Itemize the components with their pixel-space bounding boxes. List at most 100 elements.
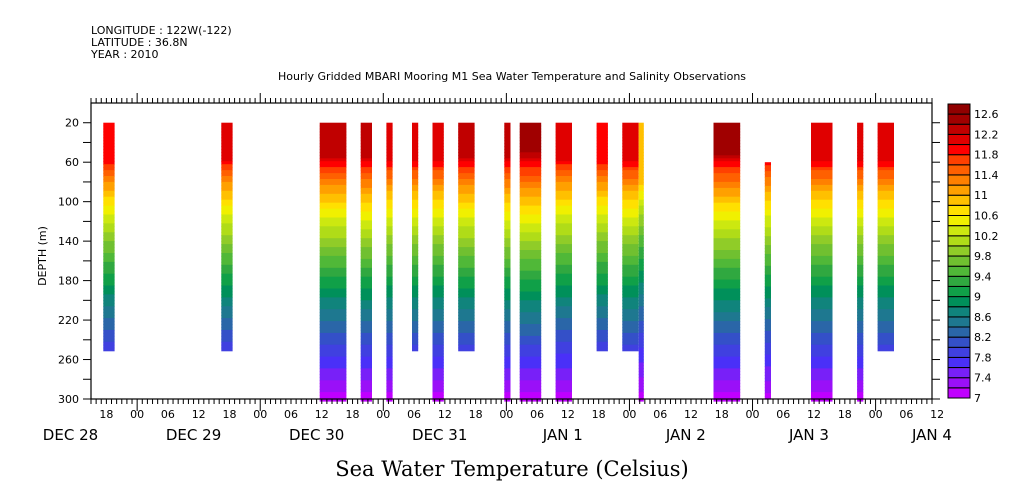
- profile-cell: [412, 173, 419, 177]
- profile-cell: [360, 309, 372, 313]
- profile-cell: [504, 324, 511, 328]
- profile-cell: [555, 235, 572, 239]
- profile-cell: [360, 371, 372, 375]
- profile-cell: [360, 155, 372, 159]
- profile-cell: [386, 247, 393, 251]
- profile-cell: [857, 383, 864, 387]
- profile-cell: [360, 158, 372, 162]
- profile-cell: [504, 380, 511, 384]
- profile-cell: [555, 205, 572, 210]
- profile-cell: [221, 332, 233, 337]
- profile-cell: [386, 294, 393, 298]
- profile-cell: [519, 258, 542, 263]
- profile-cell: [811, 128, 833, 133]
- profile-cell: [360, 226, 372, 230]
- profile-cell: [319, 294, 347, 298]
- profile-cell: [504, 238, 511, 242]
- profile-cell: [764, 236, 771, 240]
- profile-cell: [103, 267, 115, 272]
- profile-cell: [622, 291, 639, 296]
- profile-cell: [555, 196, 572, 201]
- profile-cell: [555, 134, 572, 139]
- profile-cell: [713, 214, 741, 219]
- profile-cell: [857, 214, 864, 219]
- x-tick-label: 12: [315, 408, 329, 421]
- profile-cell: [458, 324, 475, 328]
- profile-cell: [811, 255, 833, 260]
- profile-cell: [596, 279, 608, 284]
- profile-cell: [504, 309, 511, 313]
- profile-cell: [386, 389, 393, 393]
- profile-cell: [638, 131, 644, 136]
- profile-cell: [360, 205, 372, 210]
- profile-cell: [857, 176, 864, 180]
- profile-cell: [638, 149, 644, 153]
- profile-cell: [386, 146, 393, 150]
- profile-cell: [764, 262, 771, 267]
- profile-cell: [877, 229, 894, 233]
- profile-cell: [857, 303, 864, 307]
- profile-cell: [103, 327, 115, 331]
- profile-cell: [877, 327, 894, 331]
- profile-cell: [386, 341, 393, 346]
- profile-cell: [857, 199, 864, 204]
- profile-cell: [638, 350, 644, 355]
- profile-cell: [319, 143, 347, 148]
- profile-cell: [221, 303, 233, 307]
- profile-cell: [386, 350, 393, 355]
- colorbar-swatch: [947, 356, 971, 368]
- profile-cell: [638, 347, 644, 352]
- profile-cell: [103, 253, 115, 257]
- profile-cell: [221, 344, 233, 349]
- profile-cell: [103, 341, 115, 346]
- profile-cell: [764, 233, 771, 237]
- profile-cell: [432, 297, 444, 301]
- profile-cell: [432, 205, 444, 210]
- profile-cell: [857, 137, 864, 142]
- profile-cell: [103, 241, 115, 245]
- profile-cell: [555, 241, 572, 245]
- profile-cell: [555, 318, 572, 322]
- longitude-label: LONGITUDE : 122W(-122): [91, 24, 232, 37]
- profile-cell: [360, 122, 372, 127]
- profile-cell: [764, 218, 771, 222]
- colorbar: 77.47.88.28.699.49.810.210.61111.411.812…: [947, 103, 999, 405]
- profile-cell: [764, 378, 771, 382]
- profile-cell: [386, 395, 393, 399]
- profile-cell: [713, 338, 741, 343]
- profile-cell: [360, 140, 372, 145]
- profile-cell: [458, 146, 475, 150]
- profile-cell: [811, 229, 833, 233]
- profile-cell: [386, 365, 393, 370]
- profile-cell: [596, 155, 608, 159]
- profile-cell: [877, 128, 894, 133]
- colorbar-swatch: [947, 164, 971, 176]
- profile-cell: [386, 309, 393, 313]
- profile-cell: [221, 137, 233, 142]
- profile-cell: [319, 309, 347, 313]
- profile-cell: [596, 184, 608, 189]
- profile-cell: [877, 347, 894, 352]
- profile-cell: [386, 164, 393, 168]
- profile-cell: [713, 309, 741, 313]
- profile-cell: [811, 383, 833, 387]
- profile-cell: [622, 146, 639, 150]
- profile-cell: [638, 344, 644, 349]
- profile-cell: [458, 258, 475, 263]
- profile-cell: [519, 208, 542, 213]
- profile-cell: [764, 280, 771, 285]
- profile-cell: [857, 208, 864, 213]
- profile-cell: [555, 267, 572, 272]
- profile-cell: [386, 211, 393, 216]
- profile-cell: [221, 229, 233, 233]
- profile-cell: [857, 273, 864, 278]
- profile-cell: [857, 155, 864, 159]
- profile-cell: [713, 241, 741, 245]
- colorbar-label: 7.8: [974, 351, 992, 364]
- profile-cell: [432, 398, 444, 402]
- profile-cell: [519, 291, 542, 296]
- profile-cell: [811, 267, 833, 272]
- profile-cell: [713, 389, 741, 393]
- profile-cell: [504, 214, 511, 219]
- profile-cell: [857, 125, 864, 130]
